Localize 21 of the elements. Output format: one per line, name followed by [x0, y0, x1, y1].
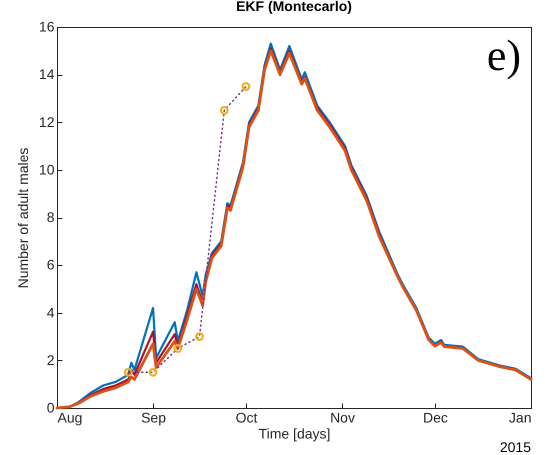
y-axis-title: Number of adult males — [14, 148, 31, 288]
y-tick-label: 4 — [46, 304, 55, 320]
y-tick-label: 16 — [38, 18, 55, 34]
line-series — [128, 86, 247, 374]
x-tick-label: Dec — [423, 410, 448, 426]
y-tick-label: 14 — [38, 66, 55, 82]
x-tick-label: Sep — [141, 410, 166, 426]
text: 2015 — [500, 439, 532, 455]
y-tick-label: 0 — [46, 400, 55, 416]
x-tick-label: Jan — [508, 410, 532, 426]
y-tick-label: 8 — [46, 209, 55, 225]
x-tick-label: Oct — [236, 410, 258, 426]
x-tick-label: Aug — [58, 410, 82, 426]
y-tick-label: 10 — [38, 161, 55, 178]
y-tick-label: 6 — [46, 256, 55, 273]
x-axis-title: Time [days] — [258, 426, 330, 442]
annotation: e) — [486, 31, 521, 80]
y-tick-label: 2 — [46, 352, 55, 368]
y-tick-label: 12 — [38, 114, 55, 130]
x-tick-label: Nov — [330, 410, 355, 426]
chart-title: EKF (Montecarlo) — [236, 0, 352, 14]
